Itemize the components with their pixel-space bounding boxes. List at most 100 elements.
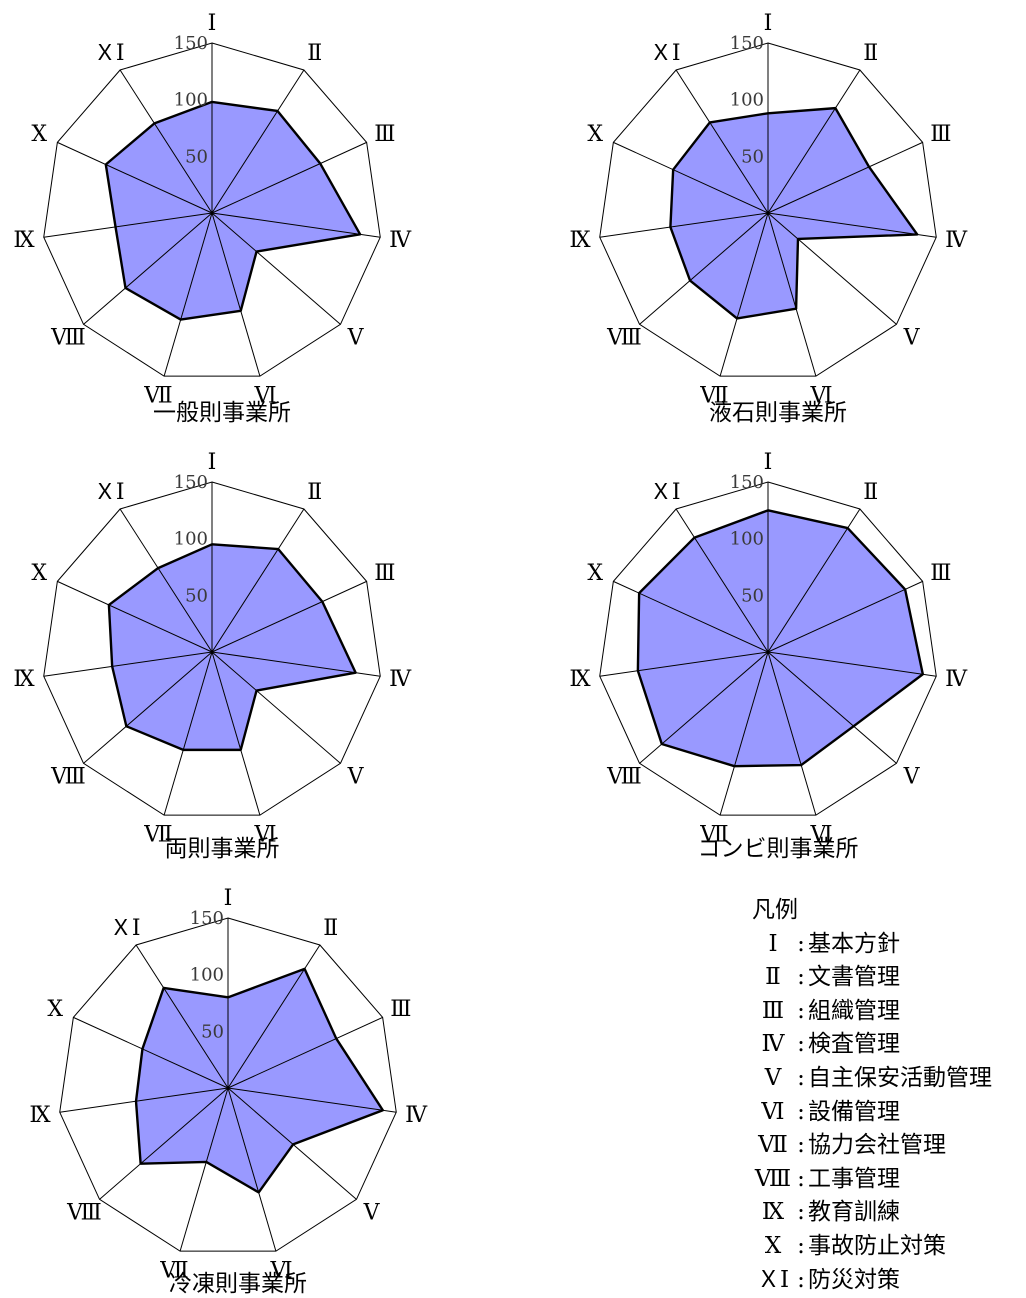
axis-label: Ⅸ [13,228,35,253]
axis-label: ＸⅠ [110,916,141,941]
axis-spoke [119,69,213,214]
axis-spoke [163,212,213,377]
axis-label: Ⅹ [31,122,47,147]
legend-key: Ⅹ [764,1232,782,1259]
tick-label: 100 [190,965,224,986]
axis-label: Ⅲ [930,122,951,147]
axis-spoke [227,1087,357,1200]
axis-spoke [767,651,817,816]
legend-title: 凡例 [752,897,798,923]
legend-label: 事故防止対策 [808,1232,946,1259]
axis-label: Ⅶ [143,822,172,847]
series-area [107,543,357,752]
axis-spoke [211,141,367,214]
axis-label: Ⅱ [323,916,338,941]
legend-key: Ⅰ [768,930,778,957]
axis-spoke [227,1087,277,1252]
axis-spoke [613,141,769,214]
axis-label: Ⅲ [390,997,411,1022]
axis-label: ＸⅠ [94,480,125,505]
axis-spoke [767,212,937,238]
legend-label: 教育訓練 [808,1199,900,1226]
axis-spoke [211,69,305,214]
legend-label: 文書管理 [808,964,900,991]
axis-spoke [57,141,213,214]
axis-spoke [719,651,769,816]
legend-item: Ⅶ: 協力会社管理 [752,1129,992,1163]
legend-separator: : [797,997,805,1024]
legend-separator: : [797,930,805,957]
axis-label: Ⅸ [13,667,35,692]
axis-spoke [639,651,769,764]
legend-key: Ⅷ [754,1165,792,1192]
axis-label: Ⅵ [269,1258,292,1283]
legend-item: ＸⅠ: 防災対策 [752,1264,992,1298]
axis-label: Ⅲ [930,561,951,586]
tick-label: 150 [730,33,764,54]
chart-title: 液石則事業所 [709,400,847,426]
axis-spoke [767,651,897,764]
outer-ring [599,42,937,377]
axis-label: Ⅳ [945,228,968,253]
axis-label: Ⅳ [945,667,968,692]
axis-label: ＸⅠ [650,41,681,66]
axis-label: Ⅷ [50,764,86,789]
axis-spoke [211,508,305,653]
axis-spoke [99,1087,229,1200]
axis-spoke [719,212,769,377]
axis-spoke [767,69,861,214]
axis-label: Ⅸ [569,667,591,692]
axis-spoke [675,69,769,214]
axis-spoke [639,212,769,325]
axis-label: Ⅹ [47,997,63,1022]
axis-spoke [179,1087,229,1252]
legend-item: Ⅸ: 教育訓練 [752,1196,992,1230]
legend-key: Ⅸ [761,1199,785,1226]
axis-spoke [59,1087,229,1113]
chart-title: 冷凍則事業所 [169,1271,307,1297]
axis-label: Ⅷ [50,325,86,350]
series-area [104,100,362,321]
axis-label: Ⅰ [208,450,217,475]
legend-separator: : [797,1266,805,1293]
axis-spoke [675,508,769,653]
legend-separator: : [797,1031,805,1058]
outer-ring [599,481,937,816]
tick-label: 50 [185,585,208,606]
axis-label: Ⅴ [347,325,365,350]
axis-label: Ⅴ [903,325,921,350]
axis-label: Ⅷ [66,1200,102,1225]
legend-label: 防災対策 [808,1266,900,1293]
tick-label: 100 [174,529,208,550]
axis-spoke [43,212,213,238]
legend-item: Ⅵ: 設備管理 [752,1096,992,1130]
legend-separator: : [797,1165,805,1192]
axis-spoke [211,212,341,325]
axis-label: Ⅸ [569,228,591,253]
axis-label: Ⅷ [606,764,642,789]
axis-spoke [767,508,861,653]
axis-label: Ⅳ [389,228,412,253]
tick-label: 50 [185,146,208,167]
axis-spoke [211,651,381,677]
legend-separator: : [797,1199,805,1226]
axis-label: Ⅵ [809,383,832,408]
axis-spoke [211,580,367,653]
legend-separator: : [797,1098,805,1125]
axis-label: Ⅶ [699,383,728,408]
axis-label: Ⅵ [253,822,276,847]
legend-key: Ⅶ [758,1132,788,1159]
axis-label: Ⅰ [224,886,233,911]
axis-label: Ⅰ [208,11,217,36]
axis-spoke [57,580,213,653]
tick-label: 100 [730,529,764,550]
legend-key: ＸⅠ [756,1266,790,1293]
legend-item: Ⅱ: 文書管理 [752,961,992,995]
legend-label: 工事管理 [808,1165,900,1192]
axis-spoke [83,212,213,325]
axis-label: Ⅰ [764,11,773,36]
axis-label: Ⅱ [863,41,878,66]
